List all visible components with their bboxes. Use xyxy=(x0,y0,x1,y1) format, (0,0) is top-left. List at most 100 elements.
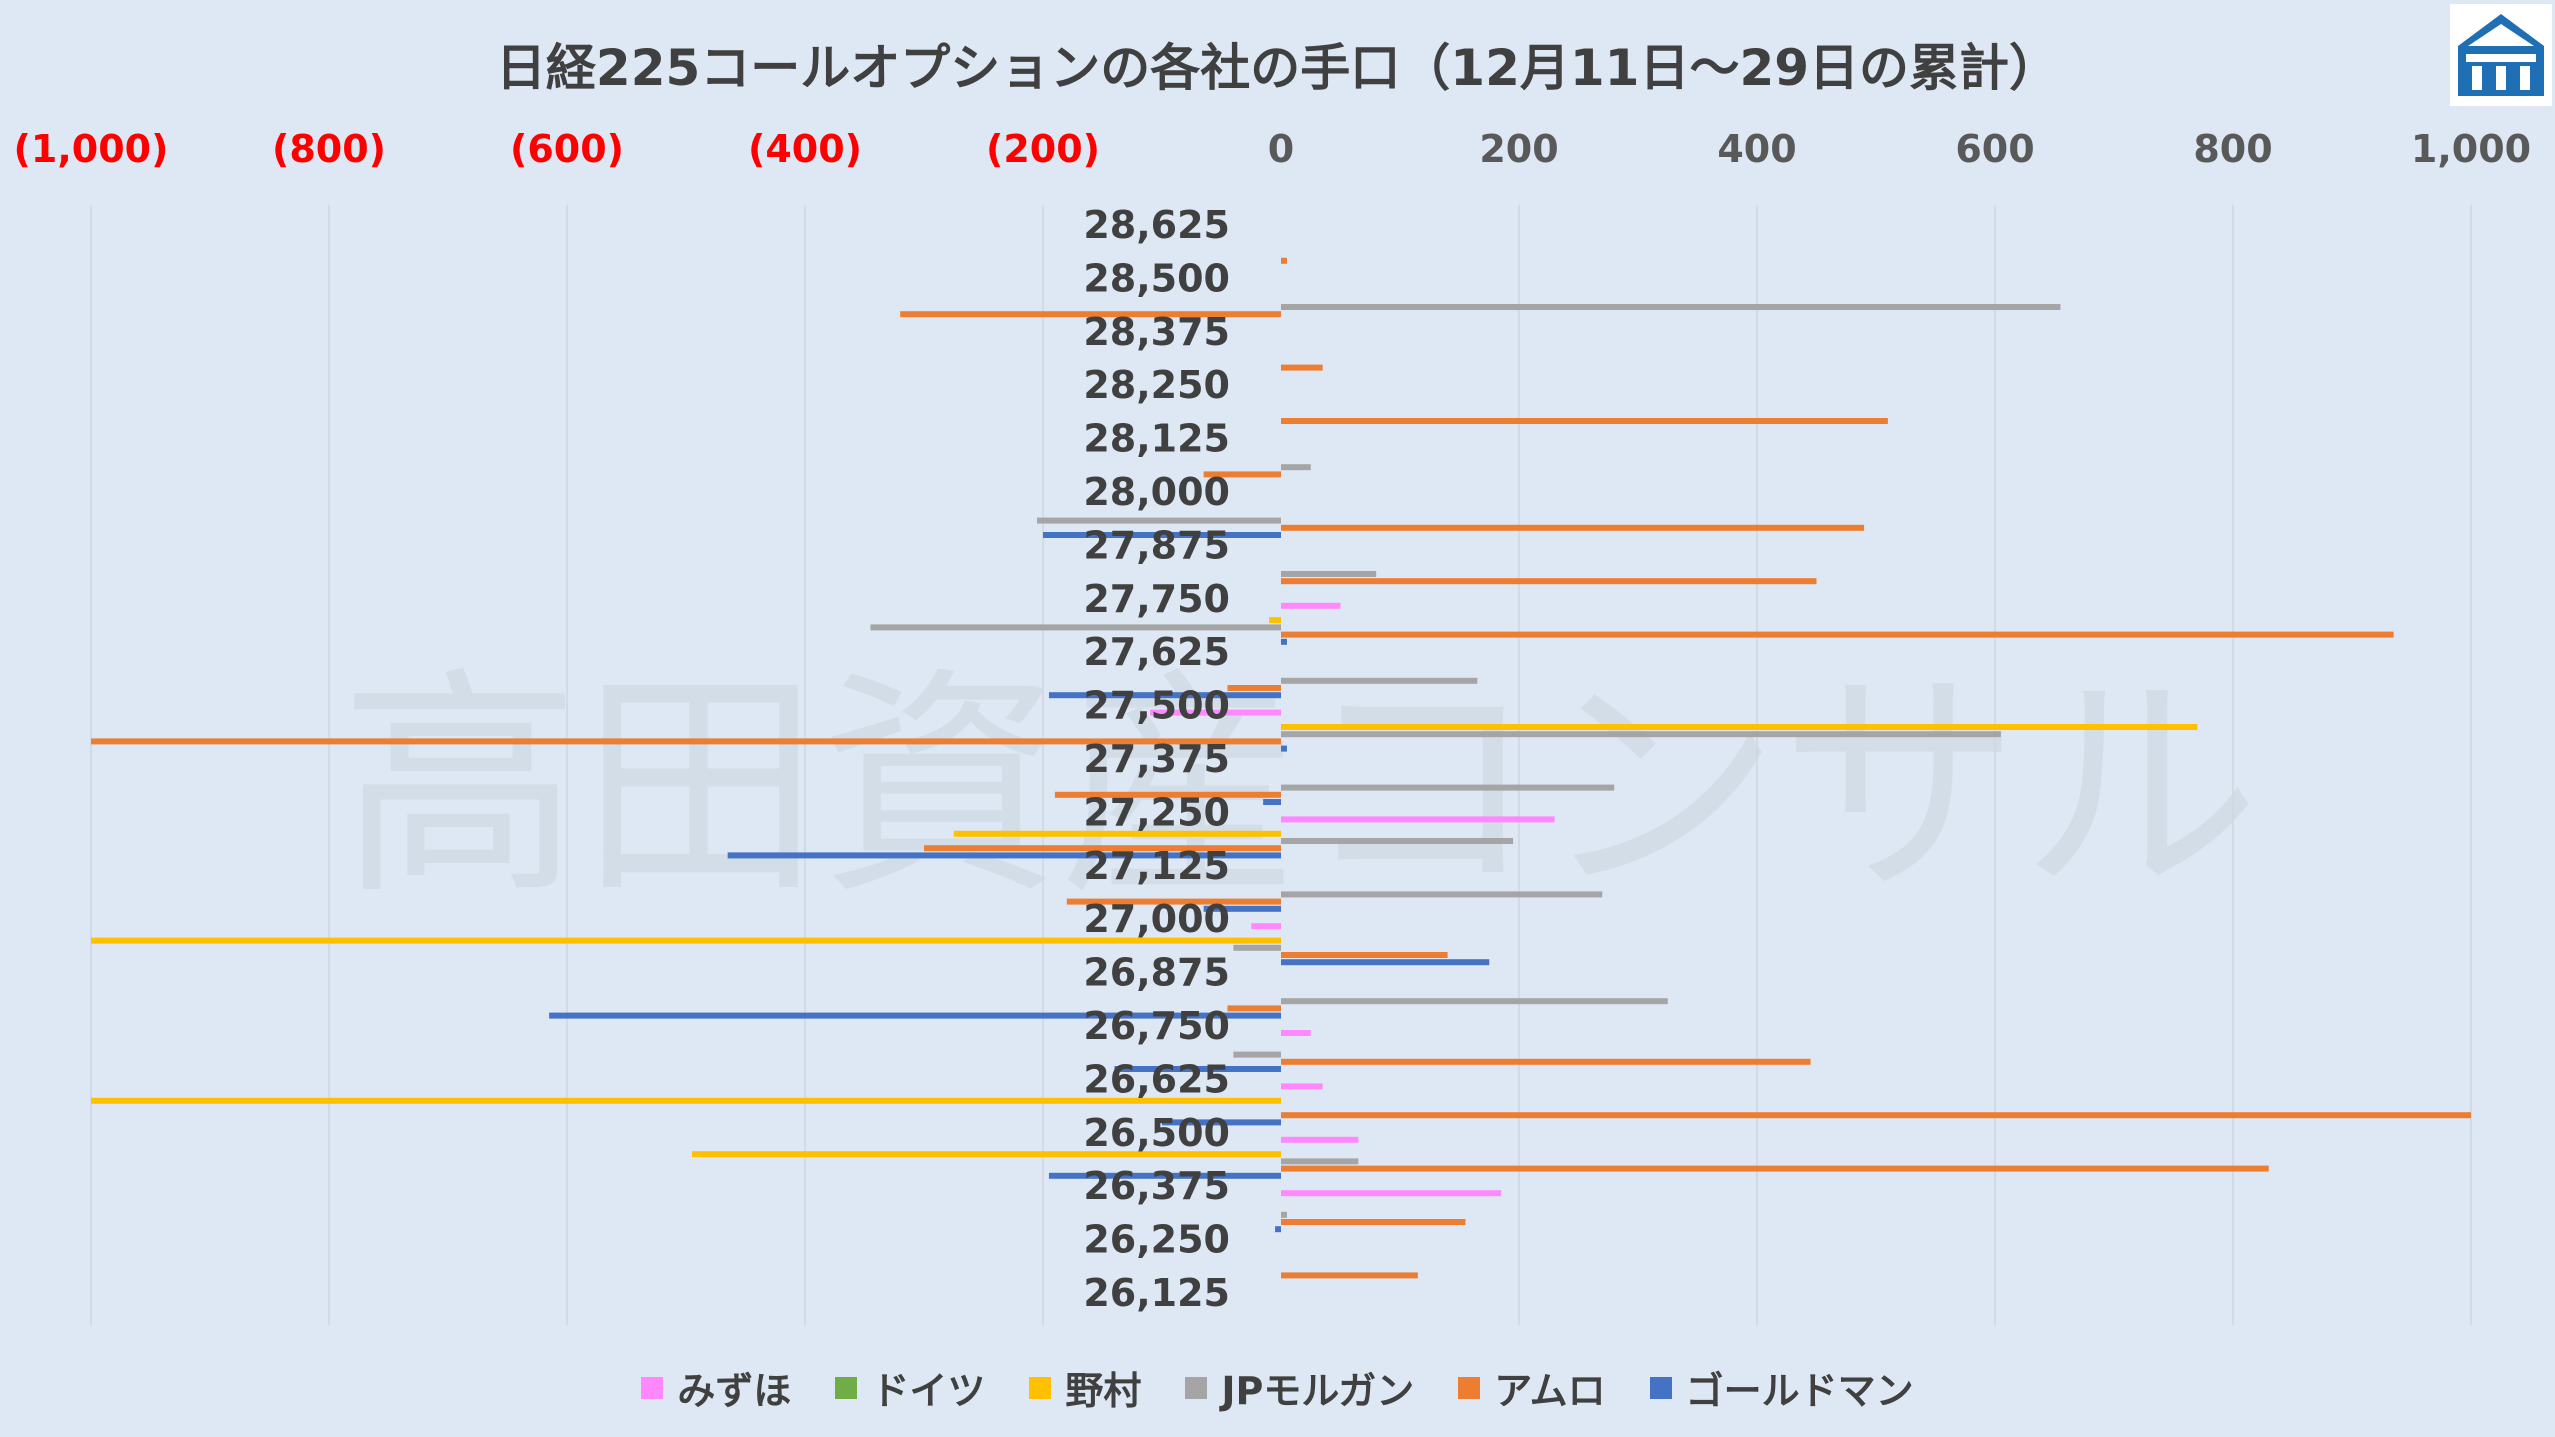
bar xyxy=(1281,1272,1418,1279)
x-tick-label: (800) xyxy=(272,127,386,171)
x-tick-label: 400 xyxy=(1717,127,1796,171)
bar xyxy=(1263,799,1281,805)
y-category-label: 26,750 xyxy=(1083,1004,1230,1048)
legend-label: JPモルガン xyxy=(1221,1369,1415,1413)
bar xyxy=(727,852,1281,859)
bar xyxy=(1281,731,2001,738)
bar xyxy=(1150,709,1281,716)
legend-item: ドイツ xyxy=(835,1360,985,1415)
bar xyxy=(1281,257,1287,264)
legend-item: みずほ xyxy=(641,1360,791,1415)
bar xyxy=(1114,1066,1281,1072)
bar xyxy=(1281,464,1311,471)
bar xyxy=(1281,304,2061,310)
bar xyxy=(691,1151,1281,1158)
y-category-label: 26,125 xyxy=(1083,1271,1230,1315)
bar xyxy=(1281,745,1287,752)
bar xyxy=(1281,1165,2269,1172)
legend-label: アムロ xyxy=(1494,1369,1606,1413)
legend-label: ゴールドマン xyxy=(1685,1369,1914,1413)
bar xyxy=(91,937,1281,944)
x-tick-label: 600 xyxy=(1955,127,2034,171)
bar xyxy=(549,1012,1281,1019)
bar xyxy=(924,845,1281,852)
bar xyxy=(1054,791,1281,798)
bar xyxy=(1281,1030,1311,1036)
legend-swatch xyxy=(641,1376,664,1399)
bar xyxy=(1048,1172,1281,1179)
bar xyxy=(1281,1083,1323,1090)
bar xyxy=(1281,1058,1811,1065)
legend-label: みずほ xyxy=(677,1369,792,1413)
bar xyxy=(1281,1136,1359,1143)
x-tick-label: (600) xyxy=(510,127,624,171)
y-category-label: 26,875 xyxy=(1083,951,1230,995)
bar xyxy=(1281,571,1377,577)
y-category-label: 27,125 xyxy=(1083,844,1230,888)
x-tick-label: 1,000 xyxy=(2411,127,2531,171)
y-category-label: 28,000 xyxy=(1083,470,1230,514)
y-category-label: 28,375 xyxy=(1083,310,1230,354)
bar xyxy=(1037,517,1281,524)
y-category-label: 27,625 xyxy=(1083,630,1230,674)
legend-item: ゴールドマン xyxy=(1649,1360,1914,1415)
bar xyxy=(91,738,1281,745)
x-tick-label: (1,000) xyxy=(14,127,169,171)
bar xyxy=(1203,905,1281,912)
bar xyxy=(1281,1190,1502,1197)
y-category-label: 27,750 xyxy=(1083,577,1230,621)
y-category-label: 28,625 xyxy=(1083,203,1230,247)
bar xyxy=(1162,1119,1281,1126)
x-tick-label: 200 xyxy=(1479,127,1558,171)
bar xyxy=(1227,685,1281,691)
y-category-label: 27,375 xyxy=(1083,737,1230,781)
bar xyxy=(1281,631,2394,638)
bar xyxy=(1043,532,1281,538)
legend-item: JPモルガン xyxy=(1185,1360,1414,1415)
bar xyxy=(1281,1211,1287,1218)
bar xyxy=(1281,1219,1466,1225)
bar xyxy=(1281,724,2198,730)
bar xyxy=(1281,677,1478,684)
bar xyxy=(1233,944,1281,951)
bar xyxy=(1281,998,1668,1005)
bar xyxy=(1281,1158,1359,1165)
y-category-label: 27,500 xyxy=(1083,684,1230,728)
legend: みずほ ドイツ 野村 JPモルガン アムロ ゴールドマン xyxy=(0,1360,2555,1415)
y-category-label: 26,375 xyxy=(1083,1164,1230,1208)
x-tick-label: (400) xyxy=(748,127,862,171)
bar xyxy=(1251,923,1281,930)
y-category-label: 28,125 xyxy=(1083,417,1230,461)
bar xyxy=(900,311,1281,318)
legend-item: 野村 xyxy=(1029,1360,1141,1415)
legend-swatch xyxy=(1029,1376,1052,1399)
bar xyxy=(1281,578,1817,585)
bar xyxy=(1281,418,1888,424)
bar xyxy=(1281,602,1341,609)
legend-item: アムロ xyxy=(1458,1360,1606,1415)
bar xyxy=(1281,364,1323,371)
legend-label: ドイツ xyxy=(871,1369,986,1413)
legend-label: 野村 xyxy=(1065,1369,1142,1413)
chart-title: 日経225コールオプションの各社の手口（12月11日～29日の累計） xyxy=(495,39,2060,97)
bar xyxy=(1281,816,1555,823)
bar xyxy=(1203,471,1281,478)
legend-swatch xyxy=(835,1376,858,1399)
bar xyxy=(1281,1112,2471,1119)
bars xyxy=(91,257,2471,1279)
y-category-label: 26,500 xyxy=(1083,1111,1230,1155)
bar xyxy=(1066,898,1281,905)
y-category-label: 26,250 xyxy=(1083,1218,1230,1262)
y-category-label: 28,250 xyxy=(1083,363,1230,407)
bar xyxy=(1048,692,1281,699)
x-tick-label: (200) xyxy=(986,127,1100,171)
bar xyxy=(953,830,1281,837)
y-category-label: 27,875 xyxy=(1083,523,1230,567)
bar xyxy=(1233,1051,1281,1058)
x-axis-ticks: (1,000) (800) (600) (400) (200) 0 200 400 600 800… xyxy=(14,127,2532,171)
legend-swatch xyxy=(1185,1376,1208,1399)
bar xyxy=(1227,1005,1281,1012)
x-tick-label: 800 xyxy=(2193,127,2272,171)
bar xyxy=(1281,959,1490,966)
